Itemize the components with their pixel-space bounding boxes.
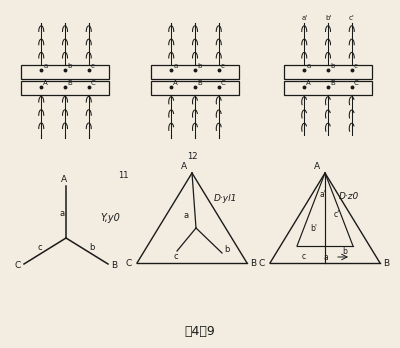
Text: c: c (174, 252, 179, 261)
Text: c: c (354, 63, 358, 69)
Text: B: B (197, 80, 202, 86)
Text: Y,y0: Y,y0 (100, 213, 120, 223)
Bar (151, 81, 239, 95)
Text: D·z0: D·z0 (339, 192, 359, 201)
Bar (151, 65, 239, 79)
Text: B: B (67, 80, 72, 86)
Text: B: B (330, 80, 335, 86)
Text: c': c' (334, 210, 340, 219)
Text: B: B (250, 260, 256, 269)
Text: b': b' (310, 224, 317, 233)
Text: a': a' (320, 190, 326, 199)
Text: b: b (197, 63, 201, 69)
Text: 11: 11 (118, 171, 128, 180)
Text: C: C (91, 80, 96, 86)
Text: C: C (221, 80, 226, 86)
Text: D·yl1: D·yl1 (214, 194, 237, 203)
Text: 图4－9: 图4－9 (185, 325, 215, 338)
Text: c: c (38, 243, 43, 252)
Text: B: B (111, 261, 117, 269)
Text: a': a' (301, 15, 307, 21)
Text: c: c (302, 252, 306, 261)
Text: A: A (61, 175, 67, 184)
Text: c: c (91, 63, 95, 69)
Text: 12: 12 (187, 152, 197, 161)
Bar (21, 81, 109, 95)
Text: b: b (342, 247, 347, 256)
Text: b: b (224, 245, 229, 254)
Text: C: C (259, 260, 265, 269)
Text: A: A (306, 80, 311, 86)
Text: b: b (67, 63, 71, 69)
Text: b: b (89, 243, 94, 252)
Text: A: A (314, 162, 320, 171)
Text: C: C (126, 260, 132, 269)
Text: c: c (221, 63, 225, 69)
Text: A: A (181, 162, 187, 171)
Text: a: a (59, 209, 64, 218)
Text: a: a (323, 253, 328, 262)
Bar (21, 65, 109, 79)
Text: a: a (43, 63, 48, 69)
Bar (284, 65, 372, 79)
Text: a: a (173, 63, 178, 69)
Text: c': c' (349, 15, 355, 21)
Text: B: B (383, 260, 389, 269)
Text: b': b' (325, 15, 331, 21)
Bar (284, 81, 372, 95)
Text: C: C (354, 80, 358, 86)
Text: C: C (15, 261, 21, 269)
Text: a: a (184, 211, 189, 220)
Text: b: b (330, 63, 334, 69)
Text: A: A (43, 80, 48, 86)
Text: a: a (306, 63, 310, 69)
Text: A: A (173, 80, 178, 86)
